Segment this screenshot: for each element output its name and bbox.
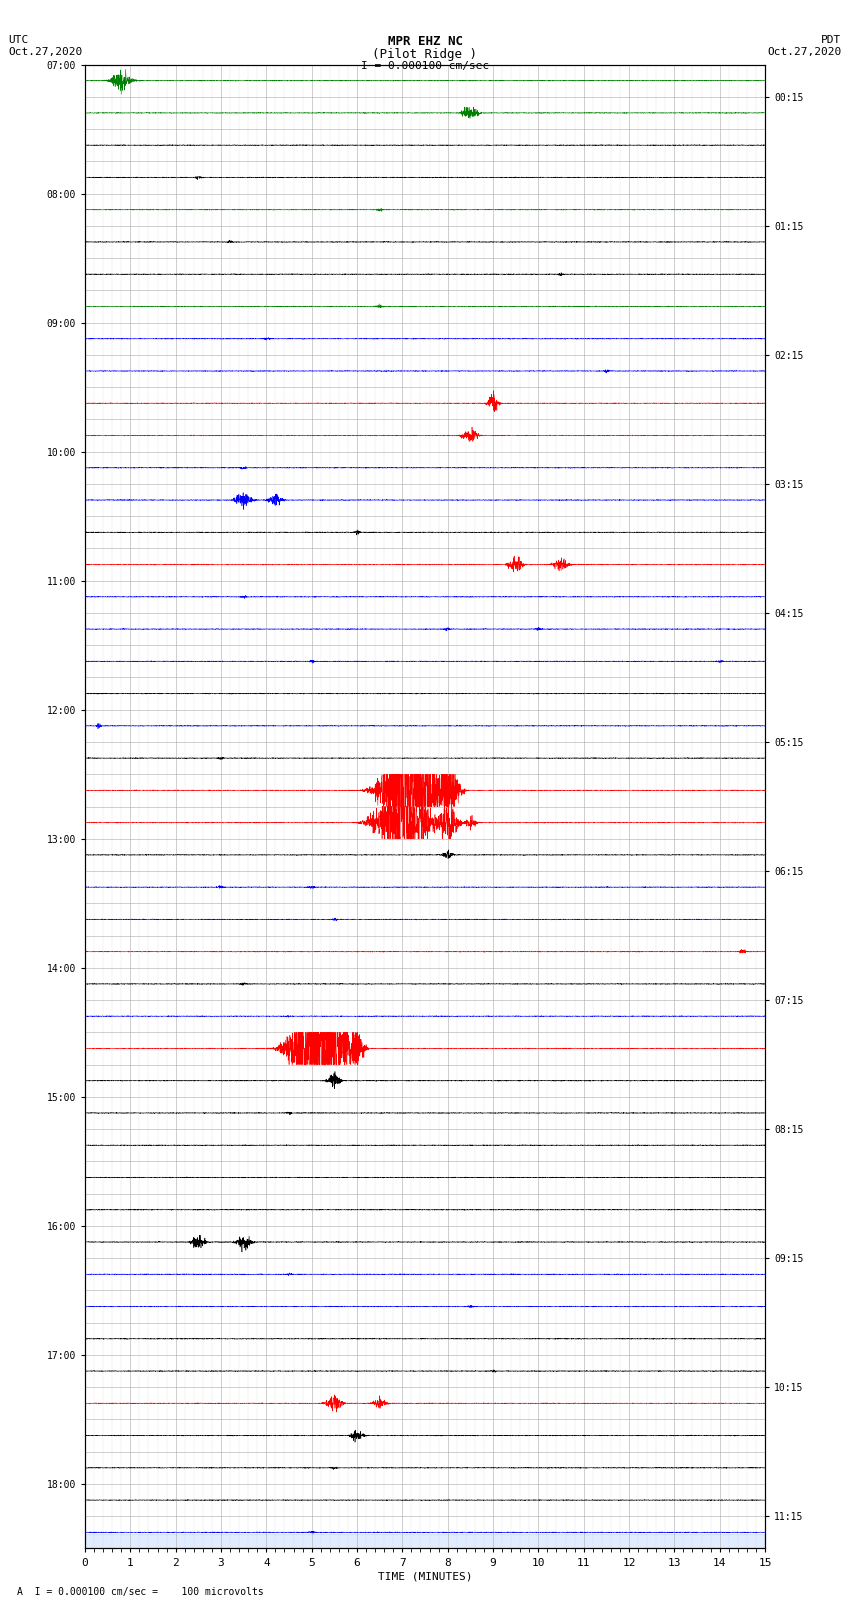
- Text: MPR EHZ NC: MPR EHZ NC: [388, 35, 462, 48]
- Text: (Pilot Ridge ): (Pilot Ridge ): [372, 48, 478, 61]
- Text: I = 0.000100 cm/sec: I = 0.000100 cm/sec: [361, 61, 489, 71]
- Text: PDT: PDT: [821, 35, 842, 45]
- Text: A  I = 0.000100 cm/sec =    100 microvolts: A I = 0.000100 cm/sec = 100 microvolts: [17, 1587, 264, 1597]
- Text: Oct.27,2020: Oct.27,2020: [768, 47, 842, 56]
- X-axis label: TIME (MINUTES): TIME (MINUTES): [377, 1571, 473, 1582]
- Text: Oct.27,2020: Oct.27,2020: [8, 47, 82, 56]
- Bar: [85, 1534, 765, 1548]
- Text: UTC: UTC: [8, 35, 29, 45]
